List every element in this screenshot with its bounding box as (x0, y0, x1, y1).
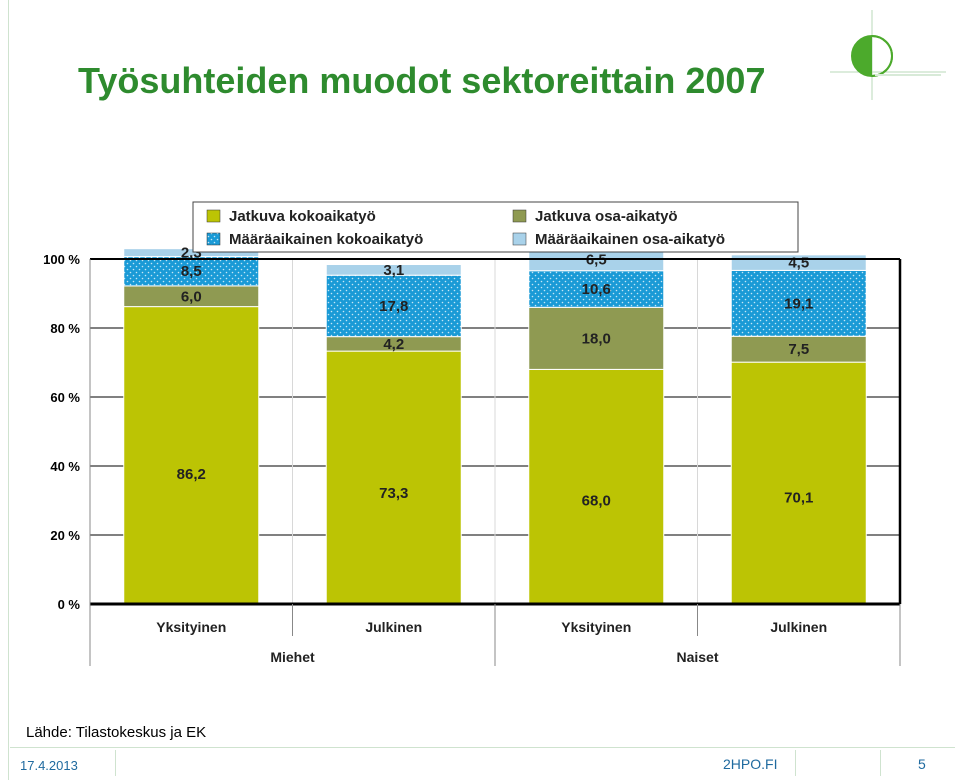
stacked-bar-chart: 0 %20 %40 %60 %80 %100 %86,26,08,52,3Yks… (43, 201, 902, 666)
bar-segment (528, 270, 665, 308)
data-label: 19,1 (784, 295, 813, 312)
y-tick-label: 60 % (50, 390, 80, 405)
bar-segment (730, 269, 867, 337)
data-label: 7,5 (788, 341, 809, 358)
organization-logo (830, 10, 946, 100)
legend-label: Jatkuva osa-aikatyö (535, 208, 678, 225)
legend-label: Määräaikainen osa-aikatyö (535, 231, 725, 248)
page-number: 5 (918, 756, 926, 772)
category-label: Julkinen (365, 619, 422, 635)
source-note: Lähde: Tilastokeskus ja EK (26, 724, 207, 741)
data-label: 17,8 (379, 298, 408, 315)
group-label: Miehet (270, 649, 315, 665)
legend-label: Jatkuva kokoaikatyö (229, 208, 376, 225)
bar-segment (730, 335, 867, 363)
group-label: Naiset (676, 649, 718, 665)
data-label: 73,3 (379, 485, 408, 502)
data-label: 8,5 (181, 263, 202, 280)
y-tick-label: 0 % (58, 597, 81, 612)
page-title: Työsuhteiden muodot sektoreittain 2007 (78, 60, 766, 101)
footer-date: 17.4.2013 (20, 758, 78, 773)
data-label: 68,0 (582, 492, 611, 509)
data-label: 70,1 (784, 489, 813, 506)
left-rule (8, 0, 9, 780)
bar-segment (123, 306, 260, 605)
bar-segment (730, 361, 867, 605)
bar-segment (325, 274, 462, 338)
data-label: 4,5 (788, 255, 809, 272)
category-label: Yksityinen (561, 619, 631, 635)
data-label: 6,5 (586, 252, 607, 269)
legend-label: Määräaikainen kokoaikatyö (229, 231, 423, 248)
bar-segment (325, 264, 462, 276)
data-label: 86,2 (177, 466, 206, 483)
category-label: Julkinen (770, 619, 827, 635)
bar-segment (123, 248, 260, 258)
bar-segment (528, 306, 665, 370)
bar-segment (325, 350, 462, 605)
data-label: 6,0 (181, 288, 202, 305)
y-tick-label: 20 % (50, 528, 80, 543)
data-label: 10,6 (582, 281, 611, 298)
data-label: 3,1 (383, 262, 404, 279)
legend-swatch (206, 232, 221, 246)
y-tick-label: 80 % (50, 321, 80, 336)
bar-segment (528, 368, 665, 605)
data-label: 4,2 (383, 336, 404, 353)
legend-box (192, 201, 799, 253)
footer-separator (880, 750, 881, 776)
bar-segment (123, 256, 260, 287)
legend-swatch (512, 209, 527, 223)
footer-separator (795, 750, 796, 776)
category-label: Yksityinen (156, 619, 226, 635)
legend-swatch (512, 232, 527, 246)
footer-divider (10, 747, 955, 748)
data-label: 18,0 (582, 330, 611, 347)
footer-separator (115, 750, 116, 776)
legend-swatch (206, 209, 221, 223)
y-tick-label: 100 % (43, 252, 80, 267)
footer-site-link[interactable]: 2HPO.FI (723, 756, 778, 772)
y-tick-label: 40 % (50, 459, 80, 474)
